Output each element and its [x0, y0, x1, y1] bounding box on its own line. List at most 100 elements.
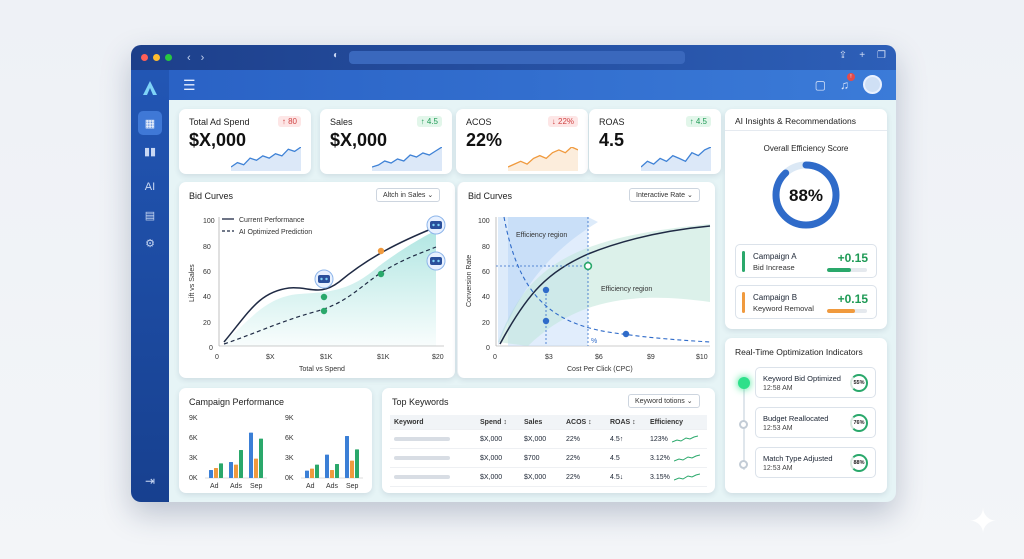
- bar: [234, 464, 238, 478]
- data-point: [542, 317, 550, 325]
- bid-curves-dropdown[interactable]: Altch in Sales ⌄: [376, 188, 441, 202]
- sidebar-item-ai[interactable]: AI: [138, 175, 162, 199]
- minimize-window-button[interactable]: [153, 54, 160, 61]
- back-icon[interactable]: ‹: [187, 51, 191, 64]
- kpi-badge: ↑ 4.5: [416, 116, 442, 127]
- y-axis-label: Lift vs Sales: [189, 264, 196, 302]
- column-header[interactable]: Keyword: [394, 418, 424, 426]
- efficiency-region-label: Efficiency region: [601, 286, 652, 293]
- bar: [249, 432, 253, 478]
- ytick: 6K: [189, 435, 198, 442]
- column-header[interactable]: ROAS ↕: [610, 418, 636, 426]
- sidebar-item-settings[interactable]: ⚙: [138, 231, 162, 255]
- ytick: 60: [203, 269, 211, 276]
- ytick: 80: [482, 244, 490, 251]
- bell-icon[interactable]: ♫!: [840, 72, 855, 92]
- bar: [335, 464, 339, 478]
- keywords-table: Keyword Spend ↕ Sales ACOS ↕ ROAS ↕ Efficienc…: [390, 415, 707, 487]
- realtime-item-title: Budget Reallocated: [763, 414, 829, 423]
- sidebar-item-reports[interactable]: ▤: [138, 203, 162, 227]
- kpi-title: ROAS: [599, 117, 625, 127]
- top-keywords-card: Top Keywords Keyword totions ⌄ Keyword Sp…: [382, 388, 715, 493]
- realtime-progress-ring: 88%: [850, 454, 868, 472]
- ytick: 3K: [285, 455, 294, 462]
- realtime-item[interactable]: Keyword Bid Optimized 12:58 AM 55%: [755, 367, 876, 398]
- grid-icon: ▦: [144, 117, 156, 130]
- kpi-title: Total Ad Spend: [189, 117, 250, 127]
- bar-chart-icon: ▮▮: [143, 145, 157, 158]
- insight-color-bar: [742, 292, 745, 313]
- bar: [305, 470, 309, 478]
- ytick: 80: [203, 244, 211, 251]
- current-performance-line: [223, 226, 437, 343]
- column-header[interactable]: Sales: [524, 418, 543, 426]
- bid-curves-chart-2: 100 80 60 40 20 0 0 $3 $6 $9 $10 Cost Pe…: [466, 216, 711, 373]
- keyword-options-dropdown[interactable]: Keyword totions ⌄: [628, 394, 700, 408]
- prediction-area: [224, 230, 436, 346]
- close-window-button[interactable]: [141, 54, 148, 61]
- active-indicator: [738, 377, 750, 389]
- insight-item[interactable]: Campaign A Bid Increase +0.15: [735, 244, 877, 278]
- column-header[interactable]: Efficiency: [650, 418, 684, 426]
- score-label: Overall Efficiency Score: [763, 144, 849, 153]
- share-icon[interactable]: ⇪: [838, 50, 848, 61]
- table-row[interactable]: $X,000 $700 22% 4.5 3.12%: [390, 449, 707, 468]
- ytick: 20: [482, 320, 490, 327]
- realtime-item[interactable]: Budget Reallocated 12:53 AM 76%: [755, 407, 876, 438]
- app-logo-icon: [140, 78, 160, 98]
- ai-icon: AI: [144, 181, 156, 193]
- ytick: 40: [203, 294, 211, 301]
- bar: [350, 460, 354, 478]
- forward-icon[interactable]: ›: [200, 51, 205, 64]
- efficiency-sparkline: [673, 473, 700, 481]
- address-bar[interactable]: [349, 51, 685, 64]
- realtime-item-title: Match Type Adjusted: [763, 454, 833, 463]
- table-row[interactable]: $X,000 $X,000 22% 4.5↑ 123%: [390, 430, 707, 449]
- acos-cell: 22%: [566, 435, 581, 443]
- table-row[interactable]: $X,000 $X,000 22% 4.5↓ 3.15%: [390, 468, 707, 487]
- data-point: [583, 261, 593, 271]
- maximize-window-button[interactable]: [165, 54, 172, 61]
- robot-icon: [426, 215, 446, 235]
- kpi-card[interactable]: ROAS 4.5 ↑ 4.5: [589, 109, 721, 174]
- xtick: Ads: [230, 483, 243, 490]
- marker-label: %: [591, 338, 597, 345]
- logout-icon[interactable]: ⇥: [144, 474, 156, 488]
- x-axis-label: Total vs Spend: [299, 366, 345, 373]
- ai-insights-title: AI Insights & Recommendations: [735, 116, 856, 126]
- score-value: 88%: [789, 186, 823, 205]
- kpi-card[interactable]: ACOS 22% ↓ 22%: [456, 109, 588, 174]
- bar: [345, 436, 349, 478]
- sidebar-item-dashboard[interactable]: ▦: [138, 111, 162, 135]
- insight-color-bar: [742, 251, 745, 272]
- spend-cell: $X,000: [480, 454, 503, 462]
- bid-curves-card-2: Bid Curves Interactive Rate ⌄ 100 80 60 …: [457, 182, 715, 378]
- insight-item[interactable]: Campaign B Keyword Removal +0.15: [735, 285, 877, 319]
- realtime-card: Real-Time Optimization Indicators Keywor…: [725, 338, 887, 493]
- sidebar: ▦ ▮▮ AI ▤ ⚙ ⇥: [131, 70, 169, 502]
- keyword-placeholder: [394, 436, 450, 441]
- interactive-rate-dropdown[interactable]: Interactive Rate ⌄: [629, 188, 700, 202]
- insight-action: Bid Increase: [753, 263, 795, 272]
- sidebar-item-analytics[interactable]: ▮▮: [138, 139, 162, 163]
- realtime-item[interactable]: Match Type Adjusted 12:53 AM 88%: [755, 447, 876, 478]
- xtick: 0: [493, 354, 497, 361]
- kpi-card[interactable]: Total Ad Spend $X,000 ↑ 80: [179, 109, 311, 174]
- browser-titlebar: ‹ › ◐ ⇪ + ❐: [131, 45, 896, 70]
- chat-icon[interactable]: ▢: [814, 77, 826, 92]
- xtick: Ads: [326, 483, 339, 490]
- new-tab-icon[interactable]: +: [859, 50, 866, 61]
- kpi-sparkline: [508, 147, 578, 171]
- kpi-card[interactable]: Sales $X,000 ↑ 4.5: [320, 109, 452, 174]
- realtime-progress-ring: 55%: [850, 374, 868, 392]
- kpi-badge: ↑ 80: [277, 116, 301, 127]
- xtick: $1K: [320, 354, 333, 361]
- efficiency-cell: 123%: [650, 435, 668, 443]
- column-header[interactable]: Spend ↕: [480, 418, 507, 426]
- tabs-icon[interactable]: ❐: [877, 50, 886, 61]
- avatar[interactable]: [863, 75, 882, 94]
- column-header[interactable]: ACOS ↕: [566, 418, 592, 426]
- insight-campaign: Campaign B: [753, 293, 798, 302]
- ytick: 9K: [189, 415, 198, 422]
- menu-icon[interactable]: ☰: [183, 76, 196, 93]
